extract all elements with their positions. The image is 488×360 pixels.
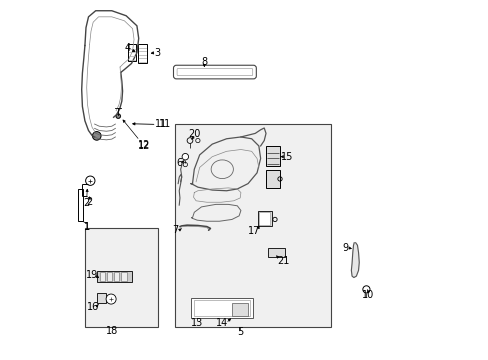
Text: 3: 3	[154, 48, 161, 58]
Bar	[100, 272, 105, 282]
Bar	[106, 272, 112, 282]
FancyBboxPatch shape	[173, 65, 256, 79]
Bar	[231, 303, 247, 316]
Bar	[190, 298, 253, 318]
Circle shape	[92, 132, 101, 140]
Bar	[128, 44, 136, 61]
Bar	[114, 272, 119, 282]
Bar	[258, 211, 271, 226]
Text: 12: 12	[138, 140, 150, 150]
Bar	[259, 212, 269, 225]
Bar	[138, 44, 147, 63]
Polygon shape	[351, 243, 359, 278]
Circle shape	[85, 176, 95, 185]
Bar	[85, 228, 158, 327]
Bar	[267, 248, 285, 257]
Text: 13: 13	[191, 319, 203, 328]
Text: 10: 10	[361, 291, 374, 301]
Circle shape	[116, 114, 120, 118]
Text: 6: 6	[176, 158, 182, 168]
FancyBboxPatch shape	[177, 68, 252, 76]
Text: 1: 1	[83, 222, 90, 232]
Bar	[265, 146, 280, 166]
Bar	[121, 272, 126, 282]
Text: 15: 15	[280, 152, 292, 162]
Text: 2: 2	[83, 198, 90, 208]
Circle shape	[362, 286, 369, 293]
Circle shape	[182, 153, 188, 160]
Text: 14: 14	[216, 319, 228, 328]
Text: 2: 2	[86, 197, 93, 207]
Text: 11: 11	[155, 120, 167, 129]
Text: 1: 1	[83, 222, 90, 231]
Text: 20: 20	[188, 129, 200, 139]
Text: 5: 5	[237, 327, 243, 337]
Bar	[97, 293, 105, 303]
Text: 16: 16	[87, 302, 99, 312]
Bar	[194, 300, 249, 316]
Text: 12: 12	[138, 141, 150, 151]
Text: 8: 8	[201, 57, 207, 67]
Bar	[97, 271, 131, 282]
Bar	[174, 125, 330, 327]
Bar	[78, 189, 82, 221]
Bar	[265, 170, 279, 188]
Circle shape	[106, 294, 116, 304]
Text: 19: 19	[86, 270, 98, 280]
Text: 4: 4	[124, 43, 131, 53]
Text: 9: 9	[342, 243, 348, 253]
Text: 21: 21	[277, 256, 289, 266]
Text: 18: 18	[105, 326, 118, 336]
Text: 11: 11	[159, 120, 171, 129]
Text: 17: 17	[248, 226, 260, 236]
Text: 7: 7	[172, 225, 179, 235]
